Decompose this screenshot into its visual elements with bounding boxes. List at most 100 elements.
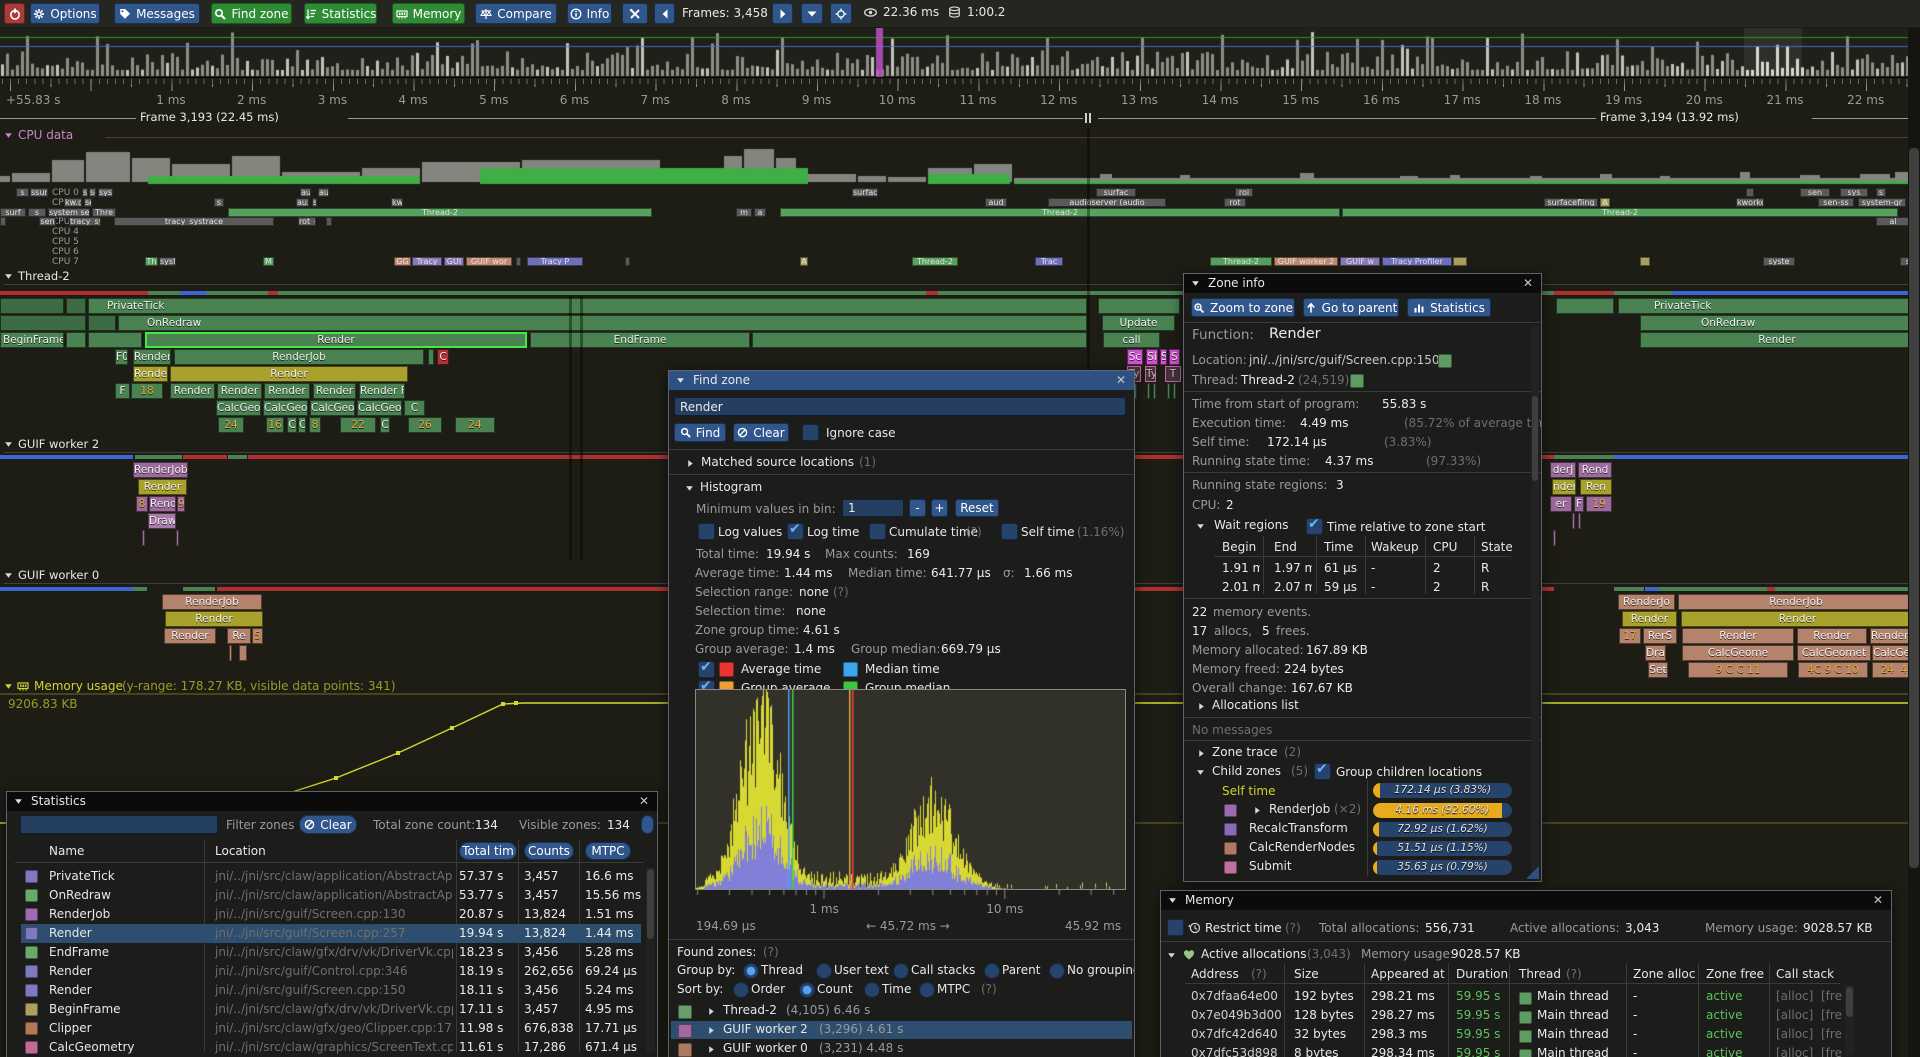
wait-column-header[interactable]: CPU	[1433, 540, 1458, 554]
scrollbar-thumb[interactable]	[1532, 396, 1538, 481]
cpu-zone[interactable]: se	[84, 197, 92, 207]
time-relative-checkbox[interactable]: ✔	[1306, 516, 1323, 535]
collapse-arrow-icon[interactable]	[4, 272, 13, 281]
down-button[interactable]	[801, 3, 823, 24]
close-icon[interactable]: ✕	[1873, 893, 1884, 907]
zone[interactable]	[88, 332, 142, 348]
window-title-bar[interactable]: Memory ✕	[1161, 891, 1891, 910]
cpu-zone[interactable]: sen	[1800, 188, 1830, 197]
cpu-zone[interactable]: surfacef	[852, 188, 878, 197]
close-icon[interactable]: ✕	[1523, 276, 1534, 290]
zone[interactable]: C	[298, 417, 306, 433]
zone[interactable]	[1578, 513, 1581, 529]
cpu-zone[interactable]: sys	[1840, 188, 1868, 197]
sort-by-order[interactable]	[733, 982, 749, 998]
table-row[interactable]: BeginFrame jni/../jni/src/claw/gfx/drv/vk…	[7, 1002, 657, 1021]
cpu-zone[interactable]: au	[318, 188, 329, 197]
cpu-zone[interactable]: syste	[1763, 256, 1795, 266]
sort-button-mtpc[interactable]: MTPC	[585, 842, 631, 860]
child-zones-label[interactable]: Child zones	[1212, 764, 1281, 778]
wait-column-header[interactable]: Begin	[1222, 540, 1257, 554]
zone[interactable]: 4C 9 C 10	[1798, 662, 1868, 678]
cpu-zone[interactable]: s	[312, 197, 317, 207]
column-header-appeared-at[interactable]: Appeared at	[1371, 967, 1445, 981]
zone[interactable]: RenderJo	[1618, 594, 1675, 610]
zone[interactable]: derJ	[1550, 462, 1576, 478]
cpu-zone[interactable]: rot_d	[298, 217, 316, 227]
cpu-usage-graph[interactable]	[0, 146, 1920, 186]
sort-by-time[interactable]	[864, 982, 880, 998]
zone[interactable]: S	[1169, 349, 1180, 365]
cpu-zone[interactable]: Tracy P	[527, 256, 583, 266]
cpu-zone[interactable]: Tracy Profiler	[1382, 256, 1452, 266]
zone[interactable]: OnRedraw	[118, 315, 1087, 331]
zone[interactable]: Rend	[149, 496, 176, 512]
zone[interactable]: CalcGeome	[1682, 645, 1794, 661]
cpu-zone[interactable]: s	[16, 188, 29, 197]
child-zone-name[interactable]: RecalcTransform	[1249, 821, 1348, 835]
zone[interactable]: 9 C C 11	[1688, 662, 1788, 678]
active-allocations-label[interactable]: Active allocations	[1201, 947, 1307, 961]
zone[interactable]: Render	[145, 332, 527, 348]
zone[interactable]: Dra	[1645, 645, 1666, 661]
collapse-arrow-icon[interactable]	[4, 440, 13, 449]
zone[interactable]: Render	[170, 383, 215, 399]
messages-button[interactable]: Messages	[114, 3, 200, 24]
zone[interactable]: CalcGeome	[263, 400, 308, 416]
column-header-zone-alloc[interactable]: Zone alloc	[1633, 967, 1696, 981]
cpu-zone[interactable]: s	[214, 197, 224, 207]
cpu-zone[interactable]: kworke	[1736, 197, 1764, 207]
cumulate-time-checkbox[interactable]	[869, 523, 886, 540]
sort-button-total[interactable]: Total tim	[459, 842, 517, 860]
matched-source-locations[interactable]: Matched source locations	[701, 455, 854, 469]
cpu-zone[interactable]: Th	[145, 256, 158, 266]
column-header-address[interactable]: Address	[1191, 967, 1239, 981]
table-row[interactable]: PrivateTick jni/../jni/src/claw/applicati…	[7, 869, 657, 888]
table-row[interactable]: CalcGeometry jni/../jni/src/claw/graphics…	[7, 1040, 657, 1057]
zone[interactable]: S	[1160, 349, 1167, 365]
sort-by-mtpc[interactable]	[919, 982, 935, 998]
zone[interactable]: 24 4	[1872, 662, 1916, 678]
zone[interactable]: Si	[1146, 349, 1158, 365]
cpu-zone[interactable]: GG	[394, 256, 411, 266]
options-button[interactable]: Options	[30, 3, 100, 24]
wait-column-header[interactable]: End	[1274, 540, 1297, 554]
cpu-zone[interactable]: surfac	[1096, 188, 1136, 197]
zone[interactable]: 8	[309, 417, 321, 433]
zone[interactable]: 8	[136, 496, 148, 512]
zone[interactable]: Render F	[359, 383, 405, 399]
zone[interactable]	[1572, 513, 1575, 529]
cpu-zone[interactable]: ssurf	[30, 188, 48, 197]
cpu-zone[interactable]: aux	[296, 197, 309, 207]
increment-button[interactable]: +	[931, 499, 948, 517]
zone[interactable]: Render	[164, 628, 216, 644]
cpu-zone[interactable]: au	[300, 188, 311, 197]
allocation-row[interactable]: 0x7dfaa64e00 192 bytes 298.21 ms 59.95 s Mai…	[1161, 989, 1891, 1008]
zone[interactable]	[66, 332, 86, 348]
zone[interactable]	[66, 298, 86, 314]
memory-button[interactable]: Memory	[392, 3, 465, 24]
expand-arrow-icon[interactable]	[707, 1045, 716, 1054]
cpu-zone[interactable]: A	[1600, 197, 1610, 207]
cpu-zone[interactable]: sen	[39, 217, 56, 227]
power-button[interactable]	[4, 3, 25, 24]
self-time-checkbox[interactable]	[1001, 523, 1018, 540]
wait-column-header[interactable]: State	[1481, 540, 1513, 554]
zone[interactable]: C	[404, 400, 425, 416]
cpu-zone[interactable]: GUIF w	[1340, 256, 1380, 266]
zone[interactable]: Render	[1640, 332, 1914, 348]
cpu-zone[interactable]: a	[754, 207, 766, 217]
group-by-call-stacks[interactable]	[893, 963, 909, 979]
zone[interactable]: 16	[266, 417, 284, 433]
zone[interactable]: C	[380, 417, 390, 433]
cpu-zone[interactable]	[1746, 188, 1754, 197]
wait-column-header[interactable]: Wakeup	[1371, 540, 1419, 554]
crosshair-button[interactable]	[830, 3, 852, 24]
statistics-button[interactable]: Statistics	[304, 3, 377, 24]
zone[interactable]: CalcGeo	[357, 400, 402, 416]
cpu-zone[interactable]: M	[263, 256, 274, 266]
zone[interactable]: Render	[138, 479, 187, 495]
histogram-section-label[interactable]: Histogram	[700, 480, 763, 494]
zoom-to-zone-button[interactable]: Zoom to zone	[1191, 298, 1295, 317]
zone[interactable]: CalcGeo C	[1872, 645, 1914, 661]
